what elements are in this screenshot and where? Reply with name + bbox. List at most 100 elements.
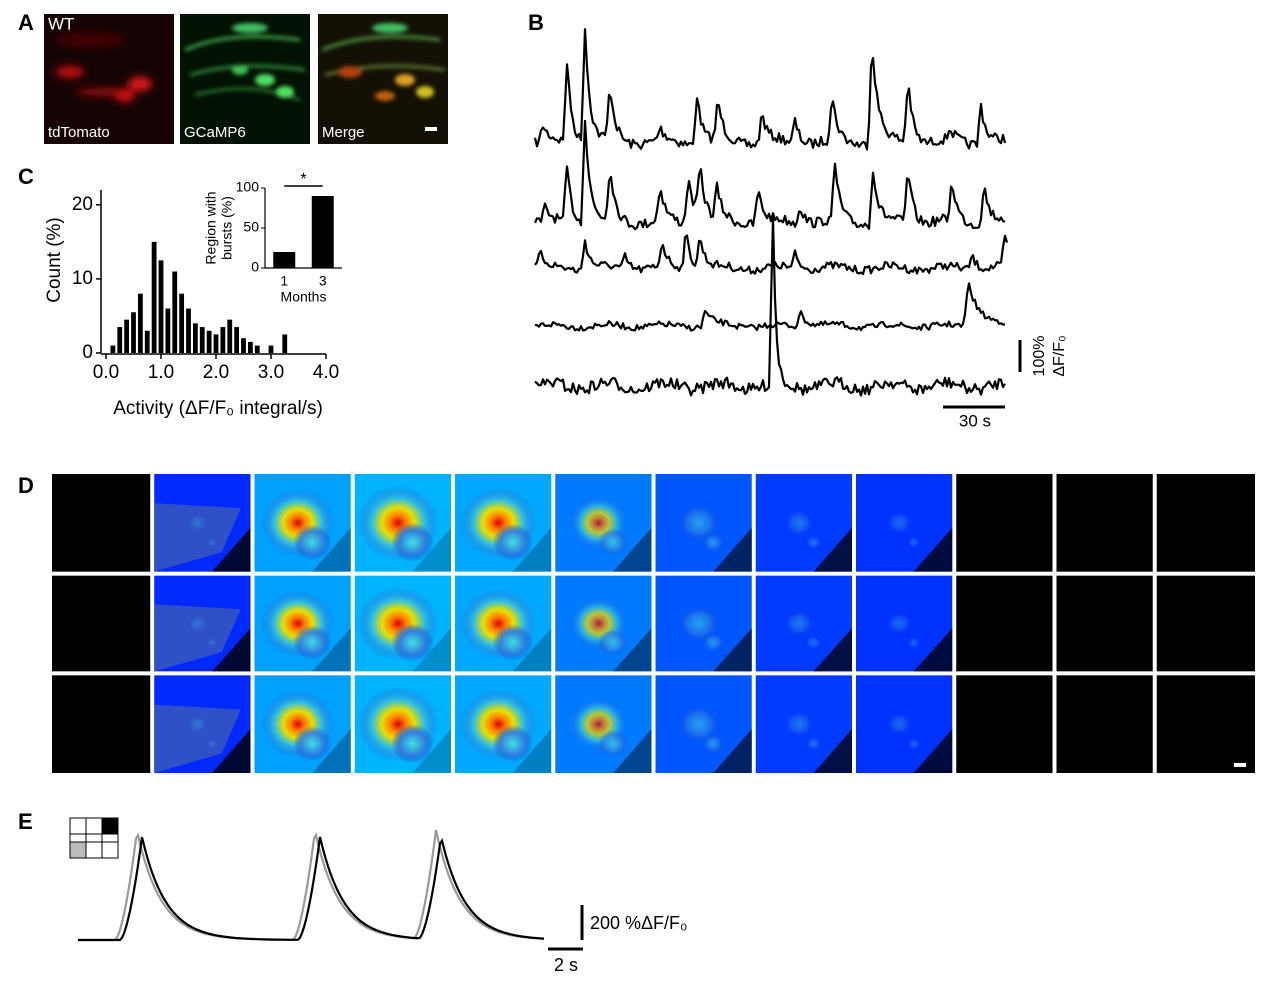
bar [144, 330, 150, 353]
heatmap-frame [455, 675, 552, 773]
heatmap-frame [856, 675, 953, 773]
heatmap-frame [154, 675, 251, 773]
frame-activity [154, 704, 241, 773]
heatmap-frame [655, 675, 752, 773]
frame-blob [206, 637, 218, 648]
scale-label: 2 s [554, 955, 578, 975]
frame-bg [1056, 675, 1153, 773]
frame-dark [412, 628, 451, 672]
bar [234, 327, 240, 353]
bar [165, 308, 171, 353]
frame-dark [412, 729, 451, 773]
heatmap-frame [755, 474, 852, 572]
x-tick-label: 2.0 [203, 362, 229, 383]
frame-dark [212, 729, 251, 773]
frame-blob [187, 614, 208, 633]
frame-blob [492, 624, 533, 661]
heatmap-frame [1056, 675, 1153, 773]
x-tick-label: 1 [280, 273, 288, 289]
frame-dark [312, 527, 351, 572]
x-axis-label: Activity (ΔF/F₀ integral/s) [113, 398, 323, 419]
heatmap-frame [555, 675, 652, 773]
frame-bg [956, 575, 1053, 672]
trace [78, 836, 545, 942]
y-tick-label: 0 [251, 259, 259, 275]
green-cells [184, 23, 306, 101]
trace [534, 217, 1006, 397]
heatmap-frame [1156, 575, 1255, 672]
frame-blob [784, 711, 814, 738]
heatmap-frame [856, 474, 953, 572]
frame-blob [784, 509, 814, 536]
heatmap-frame [354, 575, 451, 672]
bar [131, 312, 136, 353]
frame-dark [512, 729, 552, 773]
frame-bg [1156, 575, 1255, 672]
frame-blob [187, 714, 208, 734]
x-axis-label: Months [281, 289, 327, 305]
panel-letter: D [18, 473, 34, 498]
frame-blob [907, 737, 921, 750]
bar [220, 327, 226, 353]
frame-dark [212, 527, 251, 572]
bar [117, 327, 123, 353]
frame-dark [212, 628, 251, 672]
frame-blob [391, 724, 434, 764]
frame-dark [613, 628, 652, 672]
panel-letter: A [18, 10, 34, 35]
frame-blob [702, 733, 724, 754]
frame-blob [293, 524, 332, 560]
frame-blob [784, 610, 814, 637]
frame-blob [887, 511, 912, 534]
x-tick-label: 3.0 [258, 362, 284, 383]
scale-label: ΔF/F₀ [1051, 335, 1068, 376]
bar [179, 293, 185, 353]
frame-bg [52, 575, 151, 672]
panel-b-scale: 100% ΔF/F₀ 30 s [943, 335, 1068, 430]
heatmap-frame [1056, 474, 1153, 572]
heatmap-frame [1056, 575, 1153, 672]
y-tick-label: 100 [236, 179, 260, 195]
x-tick-label: 0.0 [93, 362, 119, 383]
panel-letter: E [18, 809, 33, 834]
frame-bg [1156, 474, 1255, 572]
heatmap-frame [956, 474, 1053, 572]
bar [247, 341, 253, 353]
frame-blob [492, 725, 533, 763]
frame-dark [813, 628, 852, 672]
scale-label: 100% [1031, 336, 1048, 377]
heatmap-frame [655, 575, 752, 672]
frame-bg [52, 474, 151, 572]
trace [533, 119, 1006, 231]
heatmap-frame [52, 575, 151, 672]
bar [227, 319, 233, 353]
scale-label: 30 s [959, 411, 991, 430]
x-tick-label: 1.0 [148, 362, 174, 383]
heatmap-frame [254, 675, 351, 773]
frame-blob [806, 535, 821, 550]
bar [192, 323, 198, 353]
channel-label: Merge [322, 124, 365, 141]
heatmap-frame [1156, 675, 1255, 773]
frame-blob [492, 523, 533, 561]
frame-blob [907, 636, 921, 649]
bar [268, 345, 274, 353]
y-tick-label: 50 [243, 219, 259, 235]
frame-activity [154, 503, 241, 572]
panel-a: WT tdTomato GCaMP6 Merge [44, 14, 448, 144]
heatmap-frame [956, 675, 1053, 773]
bar [137, 293, 143, 353]
frame-blob [206, 738, 218, 749]
frame-blob [391, 623, 434, 662]
heatmap-frame [455, 474, 552, 572]
frame-blob [391, 522, 434, 562]
heatmap-frame [455, 575, 552, 672]
frame-blob [187, 513, 208, 533]
frame-blob [678, 504, 720, 542]
red-cells [55, 32, 152, 102]
bar [172, 271, 178, 353]
frame-dark [613, 527, 652, 572]
bar [311, 196, 334, 268]
heatmap-frame [755, 575, 852, 672]
